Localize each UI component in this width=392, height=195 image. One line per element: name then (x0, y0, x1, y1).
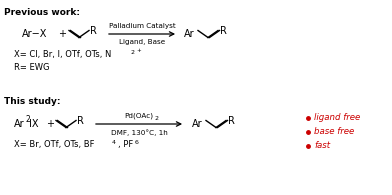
Text: R: R (77, 115, 84, 126)
Text: Ligand, Base: Ligand, Base (119, 39, 165, 45)
Text: ligand free: ligand free (314, 113, 360, 122)
Text: fast: fast (314, 142, 330, 151)
Text: R: R (90, 26, 97, 35)
Text: IX: IX (29, 119, 38, 129)
Text: This study:: This study: (4, 97, 60, 106)
Text: R= EWG: R= EWG (14, 63, 49, 72)
Text: 2: 2 (131, 50, 135, 54)
Text: R: R (228, 115, 235, 126)
Text: base free: base free (314, 128, 354, 136)
Text: Ar: Ar (184, 29, 194, 39)
Text: Ar−X: Ar−X (22, 29, 47, 39)
Text: X= Br, OTf, OTs, BF: X= Br, OTf, OTs, BF (14, 141, 94, 150)
Text: R: R (220, 26, 227, 35)
Text: X= Cl, Br, I, OTf, OTs, N: X= Cl, Br, I, OTf, OTs, N (14, 50, 111, 58)
Text: 4: 4 (112, 141, 116, 145)
Text: 6: 6 (135, 141, 139, 145)
Text: +: + (46, 119, 54, 129)
Text: Ar: Ar (192, 119, 203, 129)
Text: , PF: , PF (118, 141, 133, 150)
Text: Palladium Catalyst: Palladium Catalyst (109, 23, 175, 29)
Text: Previous work:: Previous work: (4, 8, 80, 17)
Text: 2: 2 (25, 115, 30, 124)
Text: Pd(OAc): Pd(OAc) (125, 113, 154, 119)
Text: DMF, 130°C, 1h: DMF, 130°C, 1h (111, 129, 167, 136)
Text: 2: 2 (155, 116, 159, 121)
Text: +: + (58, 29, 66, 39)
Text: Ar: Ar (14, 119, 25, 129)
Text: +: + (136, 48, 141, 52)
